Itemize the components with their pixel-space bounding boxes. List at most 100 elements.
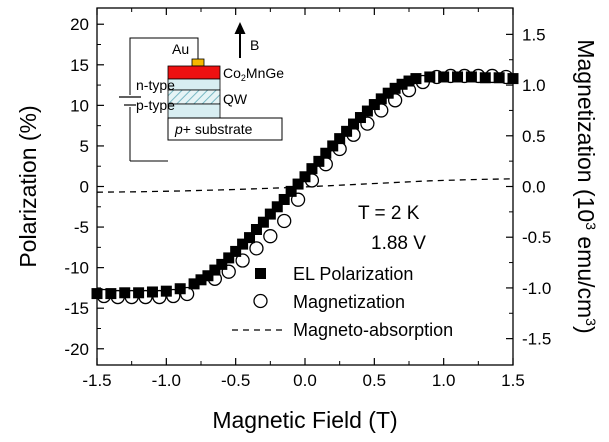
au-contact	[191, 58, 205, 67]
el-polarization-point	[341, 125, 353, 137]
y-tick-label: 20	[70, 15, 89, 34]
qw-layer	[167, 89, 221, 105]
voltage-annotation: 1.88 V	[371, 233, 426, 254]
el-polarization-point	[223, 252, 235, 264]
y-tick-label: 10	[70, 96, 89, 115]
el-polarization-point	[278, 193, 290, 205]
x-tick-label: 0.0	[293, 371, 317, 390]
el-polarization-point	[334, 133, 346, 145]
el-polarization-point	[410, 73, 422, 85]
co2mnge-sub: 2	[241, 73, 246, 83]
co2mnge-prefix: Co	[223, 65, 241, 81]
y-tick-label: 0	[80, 178, 89, 197]
el-polarization-point	[285, 185, 297, 197]
el-polarization-point	[216, 258, 228, 270]
el-polarization-point	[452, 71, 464, 83]
magneto-absorption-line	[96, 178, 514, 193]
y2-tick-label: -1.0	[522, 279, 551, 298]
el-polarization-point	[271, 201, 283, 213]
substrate-layer	[167, 117, 283, 141]
y2-tick-label: 0.0	[522, 178, 546, 197]
y-tick-label: -20	[64, 340, 89, 359]
x-tick-label: 1.5	[501, 371, 525, 390]
p-type-layer	[167, 103, 221, 119]
el-polarization-point	[244, 232, 256, 244]
y2-tick-label: 0.5	[522, 127, 546, 146]
ticks-layer: -1.5 -1.0 -0.5 0.0 0.5 1.0 1.5 -20 -15 -10 -5 0 5 10 1…	[64, 8, 551, 390]
x-axis-title: Magnetic Field (T)	[212, 407, 397, 433]
el-polarization-point	[292, 178, 304, 190]
x-tick-label: 0.5	[363, 371, 387, 390]
el-polarization-point	[382, 87, 394, 99]
y2-title-exp: 3	[583, 222, 599, 230]
el-polarization-point	[368, 99, 380, 111]
y-tick-label: -15	[64, 299, 89, 318]
el-polarization-point	[320, 147, 332, 159]
y2-title-units: emu/cm	[573, 230, 599, 318]
el-polarization-point	[146, 286, 158, 298]
el-polarization-point	[230, 245, 242, 257]
el-polarization-point	[299, 171, 311, 183]
y-tick-label: 5	[80, 137, 89, 156]
el-polarization-point	[348, 118, 360, 130]
el-polarization-point	[313, 155, 325, 167]
y2-tick-label: -1.5	[522, 330, 551, 349]
n-type-layer	[167, 78, 221, 91]
el-polarization-point	[237, 238, 249, 250]
device-inset: Au B Co2MnGe n-type QW p-type p+ substra…	[119, 22, 284, 162]
el-polarization-point	[375, 93, 387, 105]
el-polarization-point	[133, 287, 145, 299]
y2-title-base: Magnetization (10	[573, 39, 599, 222]
el-polarization-point	[479, 72, 491, 84]
legend-marker-el-polarization	[255, 268, 266, 279]
el-polarization-point	[403, 75, 415, 87]
el-polarization-point	[195, 274, 207, 286]
legend-label-el-polarization: EL Polarization	[293, 264, 413, 284]
p-type-label: p-type	[136, 97, 175, 113]
el-polarization-point	[389, 82, 401, 94]
el-polarization-point	[174, 283, 186, 295]
y2-title-units-exp: 3	[583, 318, 599, 326]
co2mnge-label: Co2MnGe	[223, 65, 284, 83]
y2-axis-title: Magnetization (103 emu/cm3)	[573, 39, 599, 333]
y2-tick-label: -0.5	[522, 228, 551, 247]
x-tick-label: 1.0	[432, 371, 456, 390]
el-polarization-point	[264, 208, 276, 220]
b-field-arrow-icon	[234, 22, 246, 34]
el-polarization-point	[424, 71, 436, 83]
b-label: B	[250, 37, 259, 53]
el-polarization-point	[188, 278, 200, 290]
el-polarization-point	[327, 140, 339, 152]
magneto-absorption-layer	[96, 178, 514, 193]
el-polarization-point	[209, 264, 221, 276]
substrate-label: p+ substrate	[174, 121, 253, 137]
el-polarization-point	[493, 72, 505, 84]
au-label: Au	[172, 41, 189, 57]
co2mnge-layer	[167, 65, 221, 80]
legend: EL Polarization Magnetization Magneto-ab…	[232, 264, 453, 340]
qw-label: QW	[223, 91, 248, 107]
el-polarization-point	[202, 270, 214, 282]
y2-tick-label: 1.0	[522, 76, 546, 95]
substrate-italic-p: p	[174, 121, 183, 137]
y-tick-label: 15	[70, 56, 89, 75]
el-polarization-point	[438, 71, 450, 83]
el-polarization-point	[257, 216, 269, 228]
magnetization-point	[235, 253, 250, 268]
legend-label-magnetization: Magnetization	[293, 292, 405, 312]
el-polarization-point	[465, 71, 477, 83]
y-axis-title: Polarization (%)	[15, 105, 41, 267]
el-polarization-layer	[91, 71, 519, 300]
x-tick-label: -1.0	[152, 371, 181, 390]
substrate-rest: + substrate	[183, 121, 253, 137]
x-tick-label: -1.5	[82, 371, 111, 390]
x-tick-label: -0.5	[221, 371, 250, 390]
magnetization-point	[263, 229, 278, 244]
el-polarization-point	[361, 105, 373, 117]
inset-top-wire	[129, 37, 199, 95]
legend-marker-magnetization	[253, 293, 268, 309]
plot-frame	[96, 7, 514, 366]
el-polarization-point	[105, 288, 117, 300]
el-polarization-point	[119, 287, 131, 299]
